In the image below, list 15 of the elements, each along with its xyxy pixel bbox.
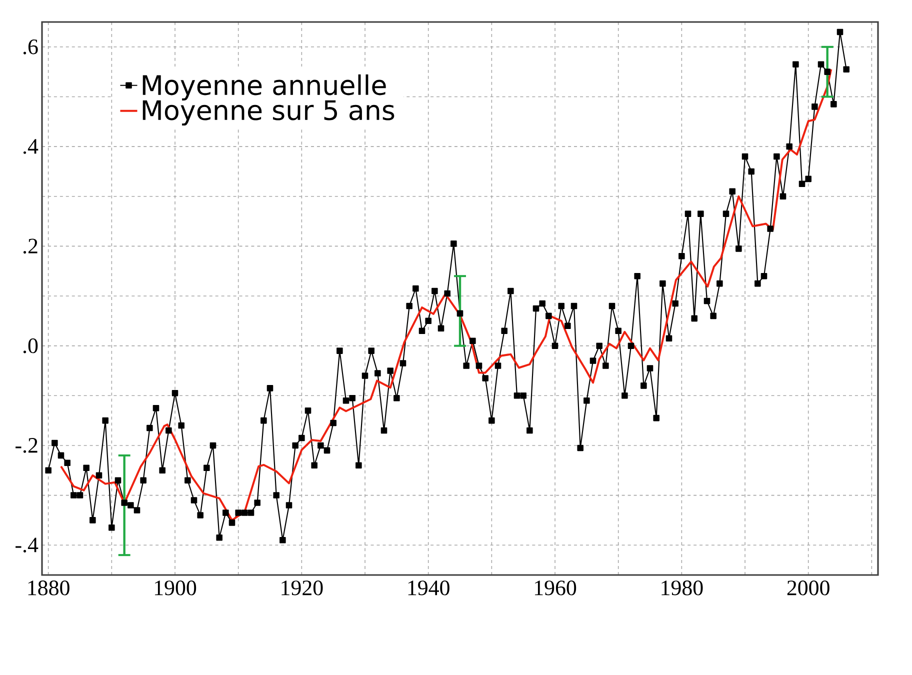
x-tick-label: 1880 <box>28 580 70 596</box>
y-tick-label: -.4 <box>16 538 38 552</box>
y-tick-label: .0 <box>23 338 38 354</box>
x-tick-label: 1960 <box>535 580 576 596</box>
x-tick-label: 1980 <box>662 580 703 596</box>
y-tick-label: .4 <box>23 139 38 154</box>
legend-label: Moyenne sur 5 ans <box>142 100 394 126</box>
x-tick-label: 1920 <box>282 580 323 596</box>
x-tick-label: 1900 <box>155 580 196 596</box>
y-tick-label: .2 <box>23 238 38 254</box>
x-tick-label: 1940 <box>408 580 450 596</box>
y-tick-label: -.2 <box>16 438 38 453</box>
x-tick-label: 2000 <box>787 580 830 596</box>
legend-label: Moyenne annuelle <box>142 74 386 100</box>
y-tick-label: .6 <box>23 39 38 54</box>
